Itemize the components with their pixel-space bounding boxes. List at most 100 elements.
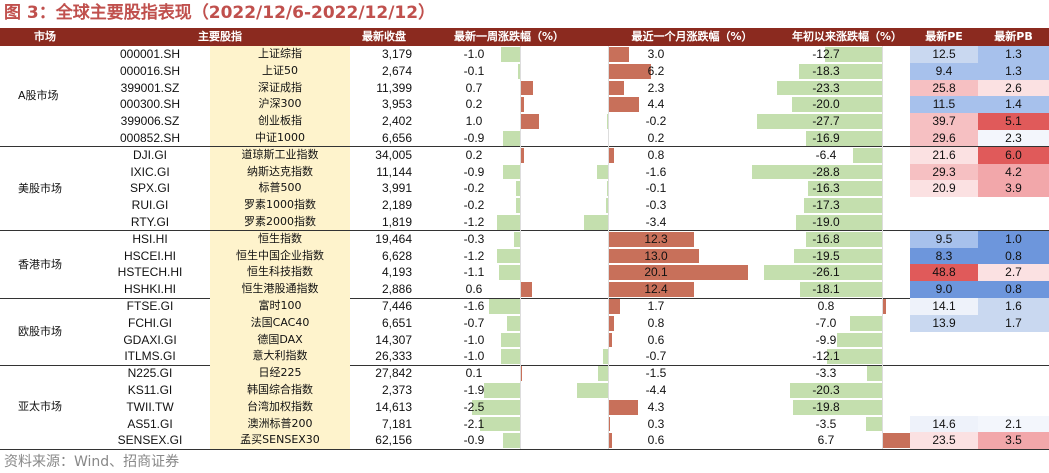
month-change-value: 0.3 <box>647 416 665 431</box>
close-value: 2,402 <box>381 114 412 129</box>
month-change-value: 20.1 <box>644 265 668 280</box>
month-change-value: 12.4 <box>644 282 668 297</box>
ytd-change-value: -3.5 <box>815 416 837 431</box>
pb-value: 1.6 <box>978 298 1049 315</box>
pe-value <box>910 365 978 382</box>
week-change-value: -1.6 <box>463 299 485 313</box>
ytd-change-bar <box>824 47 882 62</box>
index-name: 纳斯达克指数 <box>210 163 350 181</box>
ytd-change-value: -18.3 <box>812 63 840 78</box>
week-change-bar <box>520 147 524 163</box>
index-code: GDAXI.GI <box>123 332 177 347</box>
ytd-change-value: -9.9 <box>815 332 837 347</box>
close-value: 34,005 <box>375 147 412 162</box>
index-code: KS11.GI <box>127 383 173 397</box>
index-code: ITLMS.GI <box>124 349 176 364</box>
month-change-bar <box>577 383 608 398</box>
month-zero-axis <box>608 46 609 450</box>
ytd-change-bar <box>808 181 882 197</box>
ytd-change-value: -28.8 <box>812 164 840 179</box>
close-value: 4,193 <box>381 265 412 280</box>
index-code: 399006.SZ <box>120 114 180 129</box>
pb-value: 0.8 <box>978 247 1049 265</box>
ytd-change-value: -19.0 <box>812 215 840 229</box>
index-code: DJI.GI <box>132 147 167 162</box>
ytd-change-bar <box>792 399 882 415</box>
week-change-value: 1.0 <box>465 114 483 129</box>
pe-value <box>910 382 978 399</box>
close-value: 3,991 <box>381 181 412 196</box>
week-change-value: -0.1 <box>463 63 485 78</box>
ytd-change-bar <box>776 80 882 96</box>
close-value: 3,179 <box>381 47 412 61</box>
week-change-value: -1.0 <box>463 332 485 347</box>
month-change-value: -4.4 <box>645 383 667 397</box>
month-change-bar <box>608 315 614 331</box>
close-value: 6,628 <box>381 248 412 263</box>
index-name: 罗素2000指数 <box>210 214 350 231</box>
pb-value: 2.7 <box>978 264 1049 282</box>
month-change-bar <box>608 332 613 348</box>
ytd-change-bar <box>882 299 886 314</box>
market-label: 亚太市场 <box>18 400 62 414</box>
ytd-change-bar <box>837 332 882 348</box>
ytd-change-value: -3.3 <box>815 366 837 381</box>
index-name: 上证综指 <box>210 46 350 63</box>
week-change-value: -1.2 <box>463 248 485 263</box>
index-performance-table: 市场 主要股指 最新收盘 最新一周涨跌幅（%） 最近一个月涨跌幅（%） 年初以来涨跌幅（%… <box>0 28 1049 450</box>
group-divider <box>0 364 1049 366</box>
pb-value: 3.5 <box>978 432 1049 450</box>
month-change-bar <box>608 282 695 297</box>
index-code: 000001.SH <box>119 47 181 61</box>
ytd-change-value: -26.1 <box>812 265 840 280</box>
close-value: 7,181 <box>381 416 412 431</box>
week-change-bar <box>502 131 520 146</box>
month-change-value: 3.0 <box>647 47 665 61</box>
header-market: 市场 <box>0 28 90 46</box>
week-change-value: -0.3 <box>463 231 485 246</box>
month-change-bar <box>605 198 608 213</box>
index-name: 沪深300 <box>210 96 350 114</box>
week-change-bar <box>516 198 520 213</box>
index-code: RUI.GI <box>131 198 169 213</box>
close-value: 7,446 <box>381 299 412 313</box>
ytd-change-bar <box>790 383 882 398</box>
index-name: 标普500 <box>210 180 350 198</box>
index-name: 上证50 <box>210 62 350 80</box>
pe-value: 25.8 <box>910 79 978 97</box>
close-value: 6,656 <box>381 131 412 145</box>
week-change-bar <box>502 433 520 449</box>
month-change-bar <box>597 366 608 381</box>
pe-value: 11.5 <box>910 96 978 114</box>
pe-value <box>910 332 978 349</box>
week-change-bar <box>479 416 520 432</box>
week-change-bar <box>498 265 520 281</box>
week-change-value: -0.9 <box>463 164 485 179</box>
index-name: 台湾加权指数 <box>210 398 350 416</box>
month-change-value: 0.2 <box>647 131 665 145</box>
week-change-value: -2.5 <box>463 399 485 414</box>
pe-value: 12.5 <box>910 46 978 63</box>
market-label: 美股市场 <box>18 181 62 195</box>
pe-value: 29.6 <box>910 130 978 147</box>
month-change-bar <box>608 63 652 79</box>
pb-value: 1.3 <box>978 62 1049 80</box>
month-change-bar <box>607 181 609 197</box>
month-change-value: -1.6 <box>645 164 667 179</box>
month-change-bar <box>608 80 625 96</box>
pb-value: 4.2 <box>978 163 1049 181</box>
index-code: HSHKI.HI <box>123 282 176 297</box>
index-code: HSI.HI <box>132 231 168 246</box>
month-change-bar <box>608 299 620 314</box>
close-value: 11,399 <box>376 80 412 95</box>
week-change-bar <box>520 97 524 113</box>
pb-value <box>978 382 1049 399</box>
week-change-value: -0.9 <box>463 131 485 145</box>
ytd-zero-axis <box>882 46 883 450</box>
index-code: 000852.SH <box>119 131 181 145</box>
close-value: 62,156 <box>375 433 412 448</box>
week-change-bar <box>520 80 534 96</box>
pb-value: 1.7 <box>978 314 1049 332</box>
week-change-value: 0.1 <box>465 366 483 381</box>
pb-value: 2.3 <box>978 130 1049 147</box>
